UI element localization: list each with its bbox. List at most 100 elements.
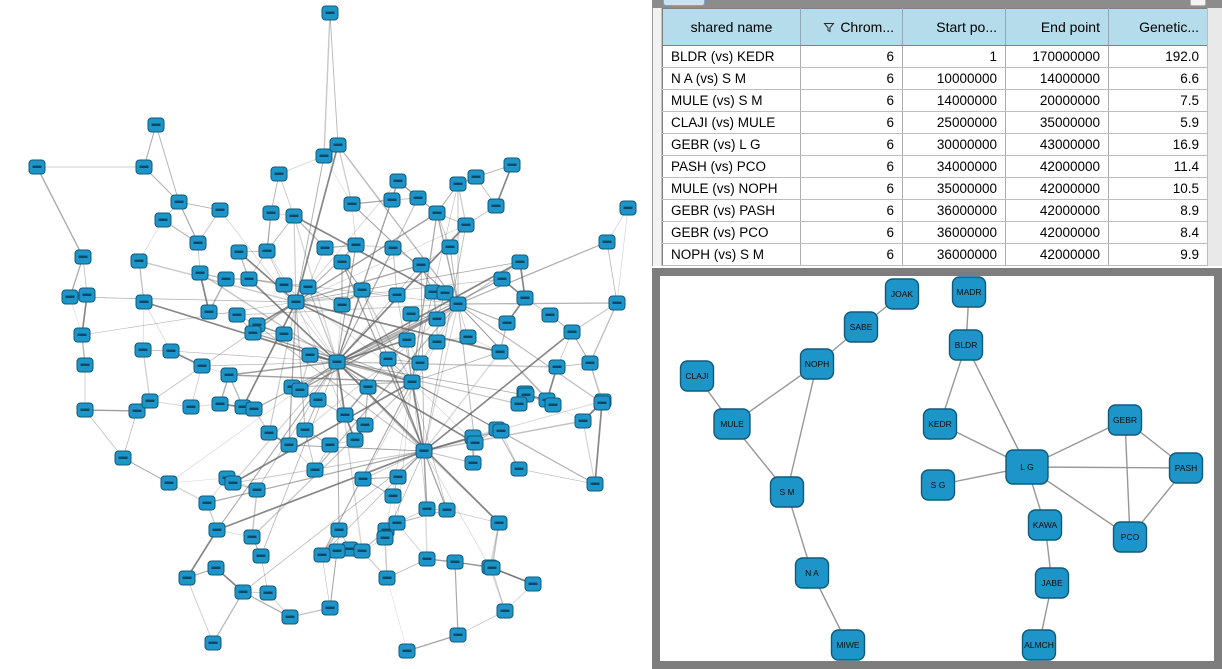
network-node[interactable] <box>211 202 229 218</box>
network-node[interactable] <box>511 254 529 270</box>
network-node[interactable] <box>409 190 427 206</box>
cell-value[interactable]: 8.4 <box>1108 221 1208 244</box>
cell-value[interactable]: 42000000 <box>1005 155 1109 178</box>
filter-funnel-icon[interactable] <box>823 22 835 33</box>
network-node[interactable] <box>333 254 351 270</box>
cell-value[interactable]: 6 <box>800 89 903 112</box>
network-node[interactable] <box>464 455 482 471</box>
scrollbar-thumb[interactable] <box>663 0 705 6</box>
subnetwork-canvas[interactable]: JOAK MADR SABE BLDR NOPH CLAJI KEDR GEBR MULE L G… <box>660 276 1214 661</box>
cell-value[interactable]: 6 <box>800 221 903 244</box>
cell-value[interactable]: 30000000 <box>902 133 1006 156</box>
cell-value[interactable]: 170000000 <box>1005 45 1109 68</box>
network-node[interactable] <box>412 257 430 273</box>
network-node[interactable] <box>457 217 475 233</box>
cell-value[interactable]: 11.4 <box>1108 155 1208 178</box>
table-right-scrollbar-track[interactable] <box>1207 8 1222 266</box>
network-node[interactable] <box>135 159 153 175</box>
network-node[interactable] <box>403 374 421 390</box>
network-node[interactable] <box>328 354 346 370</box>
network-node[interactable] <box>415 443 433 459</box>
cell-value[interactable]: 36000000 <box>902 243 1006 266</box>
cell-value[interactable]: 6 <box>800 67 903 90</box>
cell-shared-name[interactable]: MULE (vs) S M <box>662 89 801 112</box>
network-node[interactable] <box>353 543 371 559</box>
network-node[interactable] <box>516 290 534 306</box>
network-node[interactable] <box>449 176 467 192</box>
network-node[interactable] <box>428 311 446 327</box>
cell-value[interactable]: 14000000 <box>1005 67 1109 90</box>
cell-value[interactable]: 6 <box>800 177 903 200</box>
network-node[interactable] <box>228 307 246 323</box>
network-node[interactable] <box>160 475 178 491</box>
network-node[interactable] <box>78 287 96 303</box>
main-network-canvas[interactable] <box>0 0 652 669</box>
cell-value[interactable]: 36000000 <box>902 221 1006 244</box>
network-node[interactable] <box>61 289 79 305</box>
network-node[interactable] <box>28 159 46 175</box>
network-node[interactable] <box>503 157 521 173</box>
network-node[interactable] <box>178 570 196 586</box>
column-header-genetic[interactable]: Genetic... <box>1108 8 1208 46</box>
network-node[interactable] <box>299 279 317 295</box>
network-node[interactable] <box>563 324 581 340</box>
network-node[interactable] <box>328 543 346 559</box>
network-node[interactable] <box>245 401 263 417</box>
network-node[interactable] <box>359 379 377 395</box>
network-node[interactable] <box>379 351 397 367</box>
network-node[interactable] <box>321 437 339 453</box>
network-node[interactable] <box>383 192 401 208</box>
table-row[interactable]: N A (vs) S M 6 10000000 14000000 6.6 <box>662 67 1208 90</box>
cell-value[interactable]: 1 <box>902 45 1006 68</box>
network-node[interactable] <box>248 482 266 498</box>
network-node[interactable] <box>449 296 467 312</box>
network-node[interactable] <box>581 355 599 371</box>
network-node[interactable] <box>346 432 364 448</box>
cell-shared-name[interactable]: NOPH (vs) S M <box>662 243 801 266</box>
table-row[interactable]: GEBR (vs) PCO 6 36000000 42000000 8.4 <box>662 221 1208 244</box>
network-node[interactable] <box>438 502 456 518</box>
network-node[interactable] <box>244 325 262 341</box>
network-node[interactable] <box>343 196 361 212</box>
network-node[interactable] <box>483 560 501 576</box>
network-node[interactable] <box>309 392 327 408</box>
network-node[interactable] <box>492 423 510 439</box>
network-edge[interactable] <box>786 363 818 493</box>
network-node[interactable]: PCO <box>1112 521 1148 553</box>
network-node[interactable] <box>608 295 626 311</box>
network-node[interactable] <box>384 240 402 256</box>
network-node[interactable] <box>141 393 159 409</box>
network-node[interactable] <box>280 437 298 453</box>
cell-value[interactable]: 5.9 <box>1108 111 1208 134</box>
network-node[interactable] <box>491 344 509 360</box>
network-edge[interactable] <box>1124 419 1131 538</box>
network-node[interactable] <box>333 297 351 313</box>
network-node[interactable]: JOAK <box>884 278 920 310</box>
network-node[interactable] <box>275 277 293 293</box>
network-node[interactable] <box>321 600 339 616</box>
network-node[interactable] <box>240 271 258 287</box>
table-row[interactable]: MULE (vs) S M 6 14000000 20000000 7.5 <box>662 89 1208 112</box>
network-node[interactable] <box>524 576 542 592</box>
cell-value[interactable]: 6.6 <box>1108 67 1208 90</box>
table-row[interactable]: GEBR (vs) L G 6 30000000 43000000 16.9 <box>662 133 1208 156</box>
network-node[interactable]: N A <box>794 557 830 589</box>
cell-value[interactable]: 6 <box>800 199 903 222</box>
main-network-view[interactable] <box>0 0 652 669</box>
network-node[interactable] <box>198 495 216 511</box>
network-node[interactable] <box>490 515 508 531</box>
network-node[interactable]: NOPH <box>799 348 835 380</box>
table-row[interactable]: BLDR (vs) KEDR 6 1 170000000 192.0 <box>662 45 1208 68</box>
cell-shared-name[interactable]: GEBR (vs) L G <box>662 133 801 156</box>
table-row[interactable]: GEBR (vs) PASH 6 36000000 42000000 8.9 <box>662 199 1208 222</box>
column-header-startpo[interactable]: Start po... <box>902 8 1006 46</box>
cell-value[interactable]: 7.5 <box>1108 89 1208 112</box>
subnetwork-view[interactable]: JOAK MADR SABE BLDR NOPH CLAJI KEDR GEBR MULE L G… <box>652 268 1222 669</box>
network-node[interactable] <box>428 205 446 221</box>
cell-value[interactable]: 10000000 <box>902 67 1006 90</box>
network-node[interactable]: MADR <box>951 276 987 308</box>
network-node[interactable] <box>619 200 637 216</box>
network-node[interactable] <box>496 603 514 619</box>
column-header-endpoint[interactable]: End point <box>1005 8 1109 46</box>
network-node[interactable] <box>510 396 528 412</box>
